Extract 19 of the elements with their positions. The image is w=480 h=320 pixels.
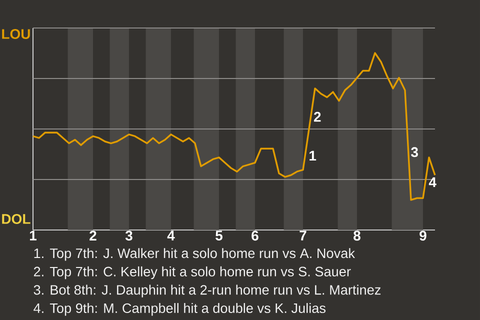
annotation: 4 (428, 177, 436, 188)
x-tick-label: 8 (354, 230, 360, 241)
annotation: 2 (314, 112, 321, 122)
x-tick-label: 6 (252, 230, 258, 241)
text: 3. Bot 8th: J. Dauphin hit a 2-run home run vs L. Martinez (34, 284, 381, 298)
x-tick-label: 4 (167, 230, 175, 240)
text: DOL (2, 214, 30, 224)
x-tick-label: 3 (125, 230, 132, 241)
annotation: 3 (411, 147, 418, 158)
x-tick-label: 7 (300, 230, 306, 240)
text: 1. Top 7th: J. Walker hit a solo home run vs A. Novak (34, 248, 355, 261)
x-tick-label: 1 (30, 230, 36, 240)
text: LOU (2, 29, 30, 39)
text: 2. Top 7th: C. Kelley hit a solo home run vs S. Sauer (34, 266, 351, 280)
annotation: 1 (310, 150, 316, 160)
x-tick-label: 2 (90, 230, 96, 240)
x-tick-label: 5 (216, 230, 222, 240)
x-tick-label: 9 (420, 230, 426, 241)
text: 4. Top 9th: M. Campbell hit a double vs K. Julias (34, 303, 326, 316)
